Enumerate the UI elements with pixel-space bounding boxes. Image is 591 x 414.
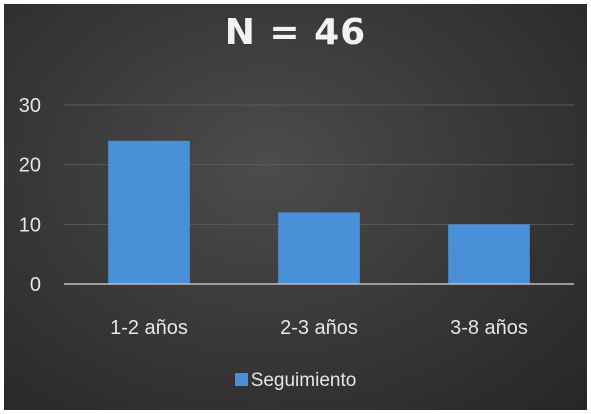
y-tick-label-30: 30 xyxy=(19,95,41,117)
y-tick-label-20: 20 xyxy=(19,155,41,177)
legend-label: Seguimiento xyxy=(250,370,357,391)
legend: Seguimiento xyxy=(4,370,587,392)
legend-swatch xyxy=(234,372,248,386)
bar-1 xyxy=(278,212,360,284)
chart-title: N = 46 xyxy=(224,12,367,53)
y-tick-label-10: 10 xyxy=(19,214,41,236)
y-tick-label-0: 0 xyxy=(30,274,41,296)
chart-panel: N = 46 0 10 20 30 1-2 años 2-3 años 3-8 años S… xyxy=(4,4,587,410)
x-tick-label-0: 1-2 años xyxy=(110,317,188,339)
bar-2 xyxy=(448,224,530,284)
x-tick-label-2: 3-8 años xyxy=(450,317,528,339)
bar-0 xyxy=(108,140,190,284)
x-tick-label-1: 2-3 años xyxy=(280,317,358,339)
bar-chart: 0 10 20 30 1-2 años 2-3 años 3-8 años xyxy=(19,95,574,339)
